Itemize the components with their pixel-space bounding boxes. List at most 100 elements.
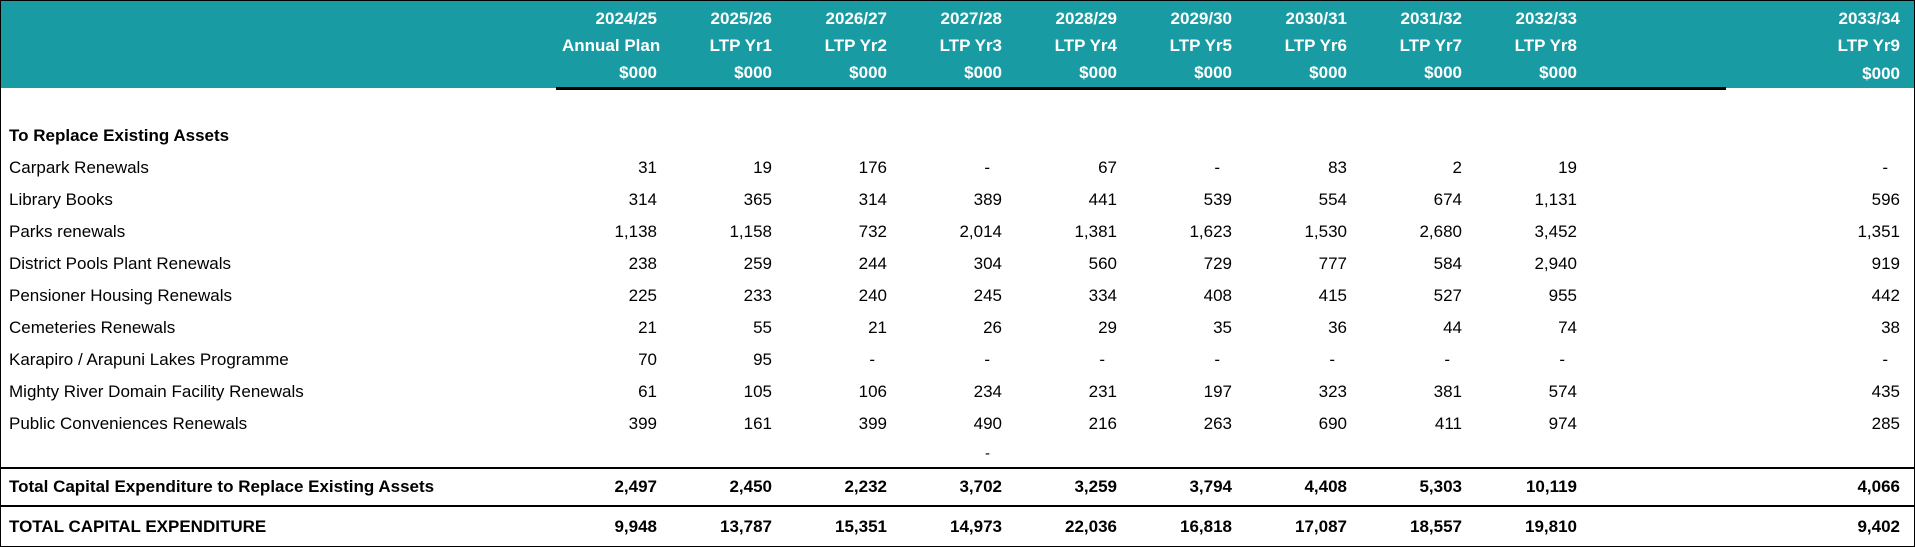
value-cell: 777 xyxy=(1318,254,1347,273)
header-unit-cell: $000 xyxy=(1131,59,1246,90)
value-cell: 3,452 xyxy=(1534,222,1577,241)
grand-total-row: TOTAL CAPITAL EXPENDITURE 9,948 13,787 15,3… xyxy=(1,505,1914,546)
value-cell: 411 xyxy=(1434,414,1462,433)
section-title-row: To Replace Existing Assets xyxy=(1,120,1914,152)
value-cell xyxy=(901,88,1016,120)
value-cell: 244 xyxy=(858,254,887,273)
value-cell: 231 xyxy=(1088,382,1117,401)
value-cell: 2,014 xyxy=(959,222,1002,241)
header-unit-cell: $000 xyxy=(556,59,671,90)
value-cell: 2,680 xyxy=(1419,222,1462,241)
header-unit-cell: $000 xyxy=(1361,59,1476,90)
value-cell: 245 xyxy=(973,286,1002,305)
value-cell: 74 xyxy=(1558,318,1577,337)
value-cell: 690 xyxy=(1318,414,1347,433)
value-cell: 238 xyxy=(628,254,657,273)
spacer-cell xyxy=(1591,440,1726,468)
value-cell xyxy=(1131,440,1246,468)
value-cell: 176 xyxy=(858,158,887,177)
value-cell: - xyxy=(1444,350,1450,369)
spacer-cell xyxy=(1591,184,1726,216)
spacer-cell xyxy=(1591,152,1726,184)
value-cell: 4,408 xyxy=(1246,467,1361,506)
value-cell: - xyxy=(1214,158,1220,177)
value-cell: 161 xyxy=(743,414,772,433)
value-cell xyxy=(786,88,901,120)
value-cell: 365 xyxy=(743,190,772,209)
value-cell: 729 xyxy=(1203,254,1232,273)
header-unit-cell: $000 xyxy=(1016,59,1131,90)
header-year-cell: 2030/31 xyxy=(1246,1,1361,32)
header-unit-cell: $000 xyxy=(1476,59,1591,90)
value-cell xyxy=(1726,88,1914,120)
value-cell xyxy=(556,88,671,120)
value-cell xyxy=(1131,88,1246,120)
header-spacer-cell xyxy=(1591,1,1726,32)
value-cell: 44 xyxy=(1443,318,1462,337)
value-cell: 2,497 xyxy=(556,467,671,506)
value-cell: 435 xyxy=(1871,382,1900,401)
value-cell: 389 xyxy=(973,190,1002,209)
row-label xyxy=(1,440,556,468)
value-cell: 334 xyxy=(1088,286,1117,305)
value-cell: 1,623 xyxy=(1189,222,1232,241)
value-cell xyxy=(1246,440,1361,468)
header-year-cell: 2024/25 xyxy=(556,1,671,32)
value-cell: 539 xyxy=(1203,190,1232,209)
value-cell: 415 xyxy=(1318,286,1347,305)
value-cell: 314 xyxy=(858,190,887,209)
value-cell: 3,794 xyxy=(1131,467,1246,506)
value-cell: - xyxy=(1882,350,1888,369)
value-cell: 36 xyxy=(1328,318,1347,337)
row-label: Public Conveniences Renewals xyxy=(9,414,248,433)
value-cell: 527 xyxy=(1433,286,1462,305)
spacer-cell xyxy=(1591,376,1726,408)
value-cell xyxy=(1476,120,1591,152)
value-cell: 3,702 xyxy=(901,467,1016,506)
value-cell: 323 xyxy=(1318,382,1347,401)
header-empty-cell xyxy=(1,32,556,59)
header-year-cell: 2027/28 xyxy=(901,1,1016,32)
value-cell: 584 xyxy=(1433,254,1462,273)
value-cell: 490 xyxy=(973,414,1002,433)
value-cell: 95 xyxy=(753,350,772,369)
value-cell: 314 xyxy=(628,190,657,209)
value-cell xyxy=(786,440,901,468)
value-cell xyxy=(1361,88,1476,120)
value-cell: - xyxy=(1214,350,1220,369)
value-cell: 240 xyxy=(858,286,887,305)
value-cell: 381 xyxy=(1433,382,1462,401)
value-cell: 35 xyxy=(1213,318,1232,337)
value-cell: - xyxy=(869,350,875,369)
spacer-cell xyxy=(1591,216,1726,248)
value-cell xyxy=(671,88,786,120)
value-cell xyxy=(1131,120,1246,152)
table-header: 2024/25 2025/26 2026/27 2027/28 2028/29 2029/… xyxy=(1,1,1914,90)
row-label xyxy=(1,88,556,120)
header-unit-cell: $000 xyxy=(671,59,786,90)
header-year-cell: 2031/32 xyxy=(1361,1,1476,32)
header-unit-cell: $000 xyxy=(1246,59,1361,90)
value-cell: 19 xyxy=(753,158,772,177)
value-cell: 2,450 xyxy=(671,467,786,506)
header-sub-cell: Annual Plan xyxy=(556,32,671,59)
value-cell xyxy=(1016,440,1131,468)
value-cell xyxy=(671,440,786,468)
spacer-cell xyxy=(1591,467,1726,506)
value-cell: - xyxy=(985,445,990,462)
header-year-row: 2024/25 2025/26 2026/27 2027/28 2028/29 2029/… xyxy=(1,1,1914,32)
value-cell: 1,138 xyxy=(614,222,657,241)
value-cell xyxy=(1361,120,1476,152)
value-cell: 596 xyxy=(1871,190,1900,209)
value-cell: 19,810 xyxy=(1476,505,1591,546)
value-cell: - xyxy=(1099,350,1105,369)
value-cell: 16,818 xyxy=(1131,505,1246,546)
value-cell: 18,557 xyxy=(1361,505,1476,546)
row-label: TOTAL CAPITAL EXPENDITURE xyxy=(1,505,556,546)
header-unit-cell: $000 xyxy=(786,59,901,90)
value-cell xyxy=(1361,440,1476,468)
value-cell xyxy=(556,440,671,468)
table-row: Carpark Renewals 31 19 176 - 67 - 83 2 19 - xyxy=(1,152,1914,184)
